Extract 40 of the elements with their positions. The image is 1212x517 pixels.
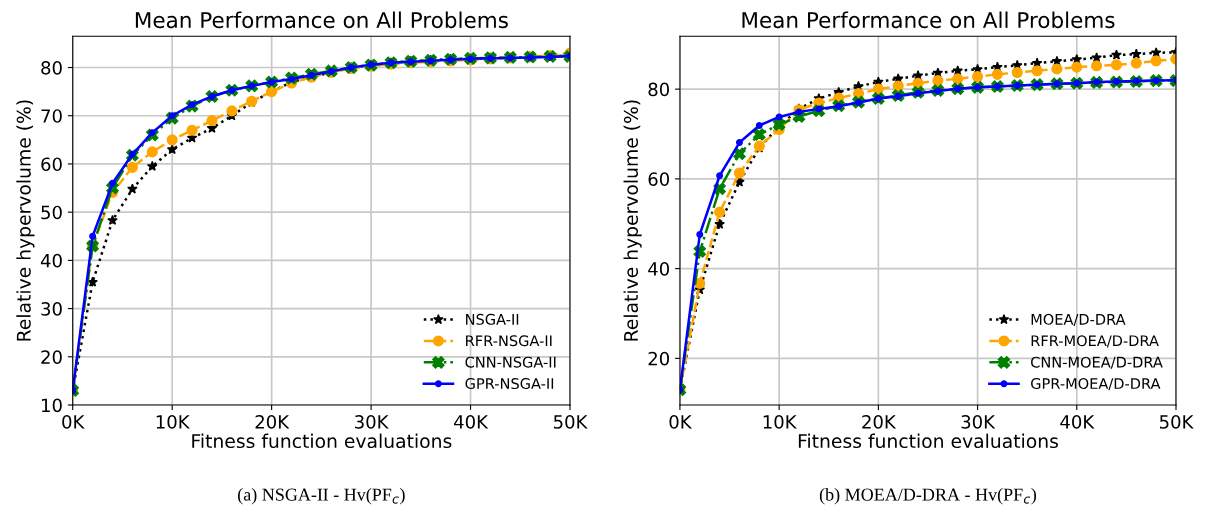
x-axis-title: Fitness function evaluations xyxy=(798,433,1058,449)
y-tick-label: 80 xyxy=(648,82,670,97)
legend-label: RFR-NSGA-II xyxy=(466,335,552,347)
y-tick-label: 60 xyxy=(41,157,62,172)
y-tick-label: 40 xyxy=(648,262,670,276)
x-tick-label: 50K xyxy=(553,415,588,429)
x-tick-label: 0K xyxy=(669,415,692,429)
legend-label: CNN-MOEA/D-DRA xyxy=(1031,356,1163,369)
y-axis-title: Relative hypervolume (%) xyxy=(623,100,642,341)
y-tick-label: 20 xyxy=(41,350,62,364)
y-tick-label: 20 xyxy=(648,351,670,366)
y-tick-label: 30 xyxy=(41,302,62,316)
legend-label: RFR-MOEA/D-DRA xyxy=(1031,335,1159,348)
x-tick-label: 20K xyxy=(255,415,290,429)
x-tick-label: 10K xyxy=(763,415,797,429)
legend-label: GPR-NSGA-II xyxy=(465,378,554,390)
x-tick-label: 40K xyxy=(1060,415,1095,429)
x-tick-label: 50K xyxy=(1159,415,1194,429)
y-tick-label: 50 xyxy=(41,205,62,220)
y-axis-title: Relative hypervolume (%) xyxy=(16,100,35,341)
x-tick-label: 10K xyxy=(156,415,190,429)
legend-label: NSGA-II xyxy=(466,313,519,325)
legend-label: MOEA/D-DRA xyxy=(1031,313,1126,326)
y-tick-label: 40 xyxy=(40,253,62,268)
text: (b) MOEA/D-DRA - Hv(PF$_{c}$) xyxy=(819,488,1037,505)
x-tick-label: 30K xyxy=(355,415,389,429)
legend-label: CNN-NSGA-II xyxy=(465,356,556,368)
y-tick-label: 10 xyxy=(42,398,62,413)
x-tick-label: 0K xyxy=(62,415,85,429)
y-tick-label: 80 xyxy=(41,60,62,75)
chart-title: Mean Performance on All Problems xyxy=(742,11,1115,29)
x-tick-label: 40K xyxy=(454,415,489,429)
x-tick-label: 20K xyxy=(862,415,897,429)
legend-label: GPR-MOEA/D-DRA xyxy=(1031,378,1161,391)
text: (a) NSGA-II - Hv(PF$_{c}$) xyxy=(238,488,405,505)
x-axis-title: Fitness function evaluations xyxy=(192,433,452,449)
chart-title: Mean Performance on All Problems xyxy=(135,11,508,29)
x-tick-label: 30K xyxy=(961,415,996,429)
y-tick-label: 60 xyxy=(648,172,670,186)
y-tick-label: 70 xyxy=(41,109,62,123)
